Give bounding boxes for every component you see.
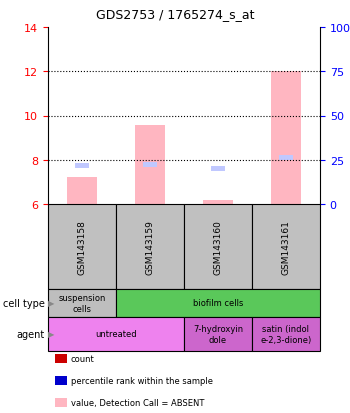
Text: percentile rank within the sample: percentile rank within the sample — [71, 377, 213, 386]
Bar — [279, 156, 294, 161]
Bar — [252, 317, 320, 351]
Text: GSM143161: GSM143161 — [281, 220, 290, 274]
Text: 7-hydroxyin
dole: 7-hydroxyin dole — [193, 325, 243, 344]
Bar — [48, 317, 184, 351]
Bar — [116, 204, 184, 289]
Text: GSM143159: GSM143159 — [146, 220, 154, 274]
Bar — [184, 317, 252, 351]
Text: agent: agent — [16, 329, 44, 339]
Bar — [210, 167, 225, 172]
Bar — [135, 126, 165, 204]
Text: biofilm cells: biofilm cells — [193, 299, 243, 308]
Bar — [271, 72, 301, 204]
Text: GDS2753 / 1765274_s_at: GDS2753 / 1765274_s_at — [96, 8, 254, 21]
Text: count: count — [71, 355, 94, 363]
Text: ▶: ▶ — [48, 299, 55, 308]
Bar — [252, 204, 320, 289]
Text: ▶: ▶ — [48, 330, 55, 339]
Text: GSM143158: GSM143158 — [77, 220, 86, 274]
Bar — [48, 204, 116, 289]
Text: suspension
cells: suspension cells — [58, 294, 106, 313]
Bar — [75, 164, 90, 169]
Text: value, Detection Call = ABSENT: value, Detection Call = ABSENT — [71, 399, 204, 408]
Text: cell type: cell type — [3, 298, 44, 308]
Text: GSM143160: GSM143160 — [214, 220, 223, 274]
Bar — [67, 178, 97, 204]
Text: satin (indol
e-2,3-dione): satin (indol e-2,3-dione) — [260, 325, 312, 344]
Bar — [203, 200, 233, 204]
Bar — [184, 204, 252, 289]
Bar — [48, 289, 116, 317]
Bar — [116, 289, 320, 317]
Text: untreated: untreated — [95, 330, 137, 339]
Bar — [142, 163, 158, 168]
